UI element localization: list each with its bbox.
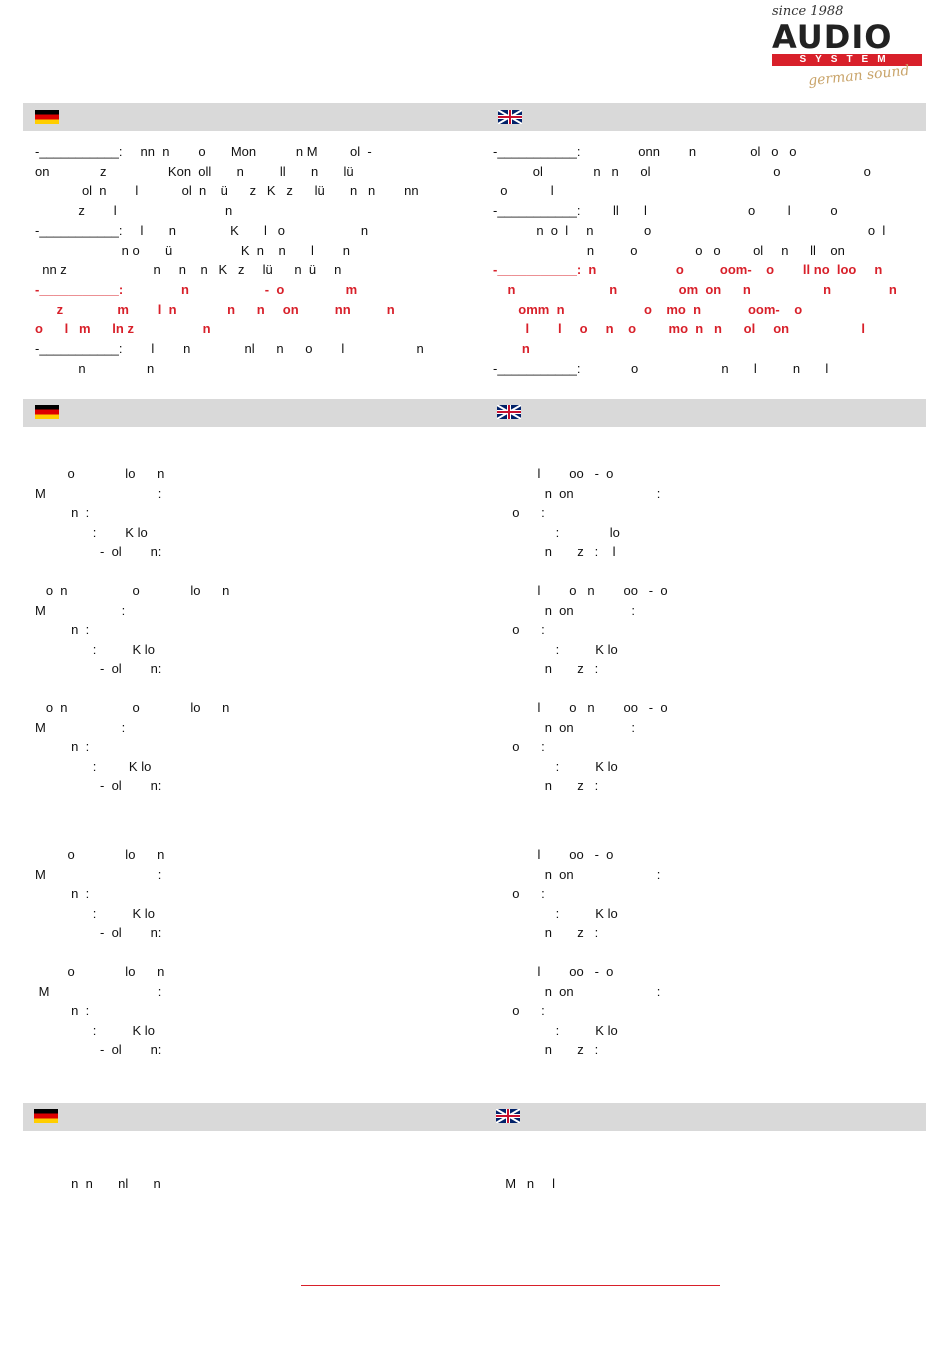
text-line: n z : [505, 778, 599, 793]
german-flag-icon [35, 110, 59, 124]
text-line: n on : [505, 602, 636, 618]
text-line: o lo n [35, 466, 165, 481]
text-line: : K lo [35, 1022, 155, 1038]
text-line: o : [505, 739, 545, 754]
text-line: -___________: l n nl n o l n [35, 341, 424, 356]
text-line: n : [35, 505, 90, 520]
english-footer-text: M n l [498, 1176, 556, 1191]
text-line: M : [35, 602, 126, 618]
text-line: n : [35, 739, 90, 754]
text-line: n o o o ol n ll on [493, 242, 845, 258]
text-line: nn z n n n K z lü n ü n [35, 262, 342, 278]
text-line: z l n [35, 203, 233, 219]
german-footer-text: n n nl n [35, 1176, 161, 1191]
text-line: o l [493, 183, 554, 199]
text-line: n on : [505, 719, 636, 735]
text-line: M : [35, 983, 162, 999]
section-header-1 [23, 103, 926, 131]
text-line: l oo - o [505, 466, 614, 481]
text-line: l o n oo - o [505, 583, 668, 598]
text-line: : K lo [35, 905, 155, 921]
text-line: - ol n: [35, 661, 162, 676]
text-line: : K lo [35, 524, 148, 540]
text-line: z m l n n n on nn n [35, 301, 395, 317]
logo-brand-text: AUDIO [772, 18, 893, 56]
text-line: : K lo [505, 641, 618, 657]
logo-tagline: german sound [807, 62, 911, 90]
text-line: M : [35, 485, 162, 501]
text-line: n on : [505, 983, 661, 999]
text-line: l o n oo - o [505, 700, 668, 715]
text-line: M : [35, 866, 162, 882]
text-line: n : [35, 886, 90, 901]
text-line: o : [505, 505, 545, 520]
logo-since-text: since 1988 [772, 4, 844, 19]
text-line: o : [505, 622, 545, 637]
logo-brand-sub: SYSTEM [772, 54, 922, 66]
text-line: -___________: onn n ol o o [493, 144, 797, 159]
section-header-3 [23, 1103, 926, 1131]
text-line: - ol n: [35, 1042, 162, 1057]
brand-logo: since 1988 AUDIO SYSTEM german sound [768, 2, 928, 92]
text-line: n o ü K n n l n [35, 242, 350, 258]
text-line: l oo - o [505, 847, 614, 862]
text-line: n o l n o o l [493, 222, 886, 238]
text-line: n z : l [505, 544, 616, 559]
text-line: n : [35, 622, 90, 637]
text-line: n n om on n n n [493, 281, 897, 297]
text-line: on z Kon oll n ll n lü [35, 163, 354, 179]
text-line: -___________: n o oom- o ll no loo n [493, 262, 883, 278]
text-line: - ol n: [35, 925, 162, 940]
text-line: : K lo [505, 758, 618, 774]
text-line: : lo [505, 524, 620, 540]
text-line: n on : [505, 485, 661, 501]
text-line: o : [505, 886, 545, 901]
text-line: o lo n [35, 847, 165, 862]
uk-flag-icon [497, 405, 521, 419]
text-line: -___________: ll l o l o [493, 203, 838, 219]
uk-flag-icon [498, 110, 522, 124]
text-line: -___________: o n l n l [493, 360, 829, 376]
uk-flag-icon [496, 1109, 520, 1123]
text-line: l l o n o mo n n ol on l [493, 321, 865, 337]
text-line: n on : [505, 866, 661, 882]
text-line: o l m ln z n [35, 321, 211, 337]
text-line: : K lo [35, 758, 152, 774]
text-line: n z : [505, 925, 599, 940]
text-line: -___________: nn n o Mon n M ol - [35, 144, 372, 159]
text-line: - ol n: [35, 778, 162, 793]
german-flag-icon [34, 1109, 58, 1123]
text-line: ol n l ol n ü z K z lü n n nn [35, 183, 419, 199]
text-line: n z : [505, 1042, 599, 1057]
text-line: : K lo [505, 1022, 618, 1038]
text-line: o lo n [35, 964, 165, 979]
text-line: o n o lo n [35, 583, 230, 598]
text-line: -___________: n - o m [35, 281, 358, 297]
text-line: o n o lo n [35, 700, 230, 715]
german-flag-icon [35, 405, 59, 419]
text-line: : K lo [35, 641, 155, 657]
text-line: : K lo [505, 905, 618, 921]
text-line: n [493, 341, 530, 356]
text-line: o : [505, 1003, 545, 1018]
text-line: ol n n ol o o [493, 163, 871, 179]
text-line: n : [35, 1003, 90, 1018]
text-line: M : [35, 719, 126, 735]
signature-line [301, 1285, 720, 1286]
text-line: omm n o mo n oom- o [493, 301, 803, 317]
text-line: n n [35, 360, 155, 376]
text-line: - ol n: [35, 544, 162, 559]
section-header-2 [23, 399, 926, 427]
text-line: -___________: l n K l o n [35, 222, 369, 238]
text-line: n z : [505, 661, 599, 676]
text-line: l oo - o [505, 964, 614, 979]
